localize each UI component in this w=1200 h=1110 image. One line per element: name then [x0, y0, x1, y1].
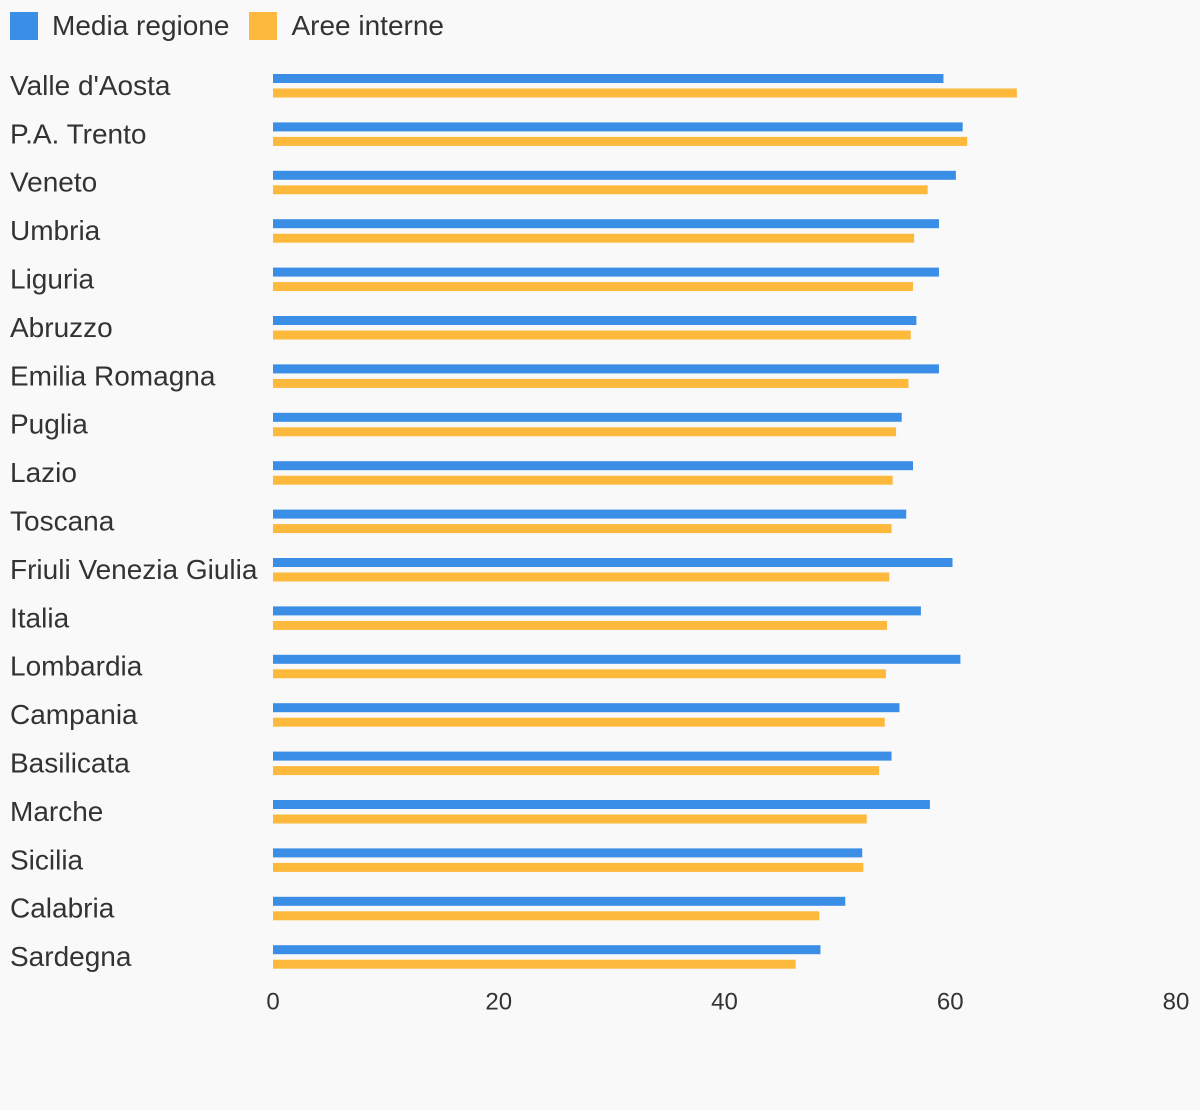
category-label-sicilia: Sicilia: [10, 844, 84, 875]
category-labels: Valle d'Aosta P.A. Trento Veneto Umbria Ligu…: [10, 70, 258, 972]
category-label-basilicata: Basilicata: [10, 747, 130, 778]
legend-item-media-regione[interactable]: Media regione: [10, 8, 229, 44]
bar-aree-interne-liguria[interactable]: [273, 282, 914, 292]
bar-media-regione-italia[interactable]: [273, 606, 921, 616]
bar-media-regione-p-a-trento[interactable]: [273, 122, 963, 132]
legend-label-media-regione: Media regione: [52, 10, 230, 41]
chart-legend: Media regione Aree interne: [10, 8, 464, 44]
bar-media-regione-lombardia[interactable]: [273, 654, 961, 664]
category-label-sardegna: Sardegna: [10, 941, 132, 972]
bar-aree-interne-basilicata[interactable]: [273, 766, 880, 776]
bar-media-regione-abruzzo[interactable]: [273, 316, 917, 325]
bar-media-regione-lazio[interactable]: [273, 461, 914, 471]
bars: [273, 74, 1017, 969]
bar-media-regione-liguria[interactable]: [273, 267, 939, 277]
category-label-abruzzo: Abruzzo: [10, 312, 113, 343]
legend-item-aree-interne[interactable]: Aree interne: [249, 8, 444, 44]
bar-aree-interne-veneto[interactable]: [273, 185, 928, 195]
x-tick-label-20: 20: [485, 988, 512, 1015]
bar-media-regione-umbria[interactable]: [273, 219, 939, 229]
category-label-marche: Marche: [10, 796, 103, 827]
bar-aree-interne-sicilia[interactable]: [273, 862, 864, 872]
x-tick-label-40: 40: [711, 988, 738, 1015]
bar-aree-interne-umbria[interactable]: [273, 233, 915, 243]
bar-aree-interne-sardegna[interactable]: [273, 959, 796, 969]
bar-media-regione-campania[interactable]: [273, 703, 900, 713]
bar-media-regione-valle-d-aosta[interactable]: [273, 74, 944, 83]
bar-aree-interne-abruzzo[interactable]: [273, 330, 911, 340]
bar-media-regione-sicilia[interactable]: [273, 848, 863, 858]
bar-media-regione-sardegna[interactable]: [273, 945, 821, 955]
x-tick-label-0: 0: [266, 988, 279, 1015]
bar-media-regione-marche[interactable]: [273, 800, 930, 809]
bar-aree-interne-calabria[interactable]: [273, 911, 820, 921]
category-label-lazio: Lazio: [10, 457, 77, 488]
bar-aree-interne-lazio[interactable]: [273, 475, 893, 485]
bar-aree-interne-lombardia[interactable]: [273, 669, 886, 679]
category-label-puglia: Puglia: [10, 409, 88, 440]
category-label-valle-d-aosta: Valle d'Aosta: [10, 70, 171, 101]
bar-aree-interne-p-a-trento[interactable]: [273, 136, 968, 146]
category-label-calabria: Calabria: [10, 893, 115, 924]
category-label-lombardia: Lombardia: [10, 651, 143, 682]
category-label-emilia-romagna: Emilia Romagna: [10, 360, 216, 391]
bar-media-regione-basilicata[interactable]: [273, 751, 892, 761]
category-label-liguria: Liguria: [10, 263, 94, 294]
bar-aree-interne-emilia-romagna[interactable]: [273, 378, 909, 388]
x-tick-label-60: 60: [937, 988, 964, 1015]
category-label-italia: Italia: [10, 602, 70, 633]
category-label-toscana: Toscana: [10, 505, 115, 536]
bar-aree-interne-italia[interactable]: [273, 620, 888, 630]
category-label-p-a-trento: P.A. Trento: [10, 118, 146, 149]
bar-aree-interne-puglia[interactable]: [273, 427, 897, 437]
bar-aree-interne-toscana[interactable]: [273, 524, 892, 534]
category-label-umbria: Umbria: [10, 215, 101, 246]
legend-swatch-aree-interne: [249, 12, 278, 40]
bar-aree-interne-campania[interactable]: [273, 717, 885, 727]
bar-media-regione-friuli-venezia-giulia[interactable]: [273, 558, 953, 567]
bar-aree-interne-friuli-venezia-giulia[interactable]: [273, 572, 890, 582]
legend-label-aree-interne: Aree interne: [291, 10, 444, 41]
bar-media-regione-veneto[interactable]: [273, 170, 956, 180]
bar-media-regione-puglia[interactable]: [273, 412, 902, 422]
bar-aree-interne-marche[interactable]: [273, 814, 867, 824]
bar-media-regione-calabria[interactable]: [273, 896, 846, 906]
x-tick-label-80: 80: [1163, 988, 1190, 1015]
bar-media-regione-emilia-romagna[interactable]: [273, 364, 939, 374]
category-label-veneto: Veneto: [10, 167, 97, 198]
category-label-campania: Campania: [10, 699, 138, 730]
category-label-friuli-venezia-giulia: Friuli Venezia Giulia: [10, 554, 258, 585]
bar-media-regione-toscana[interactable]: [273, 509, 907, 519]
bar-aree-interne-valle-d-aosta[interactable]: [273, 88, 1017, 98]
legend-swatch-media-regione: [10, 12, 38, 40]
x-axis: 0 20 40 60 80: [266, 988, 1189, 1015]
